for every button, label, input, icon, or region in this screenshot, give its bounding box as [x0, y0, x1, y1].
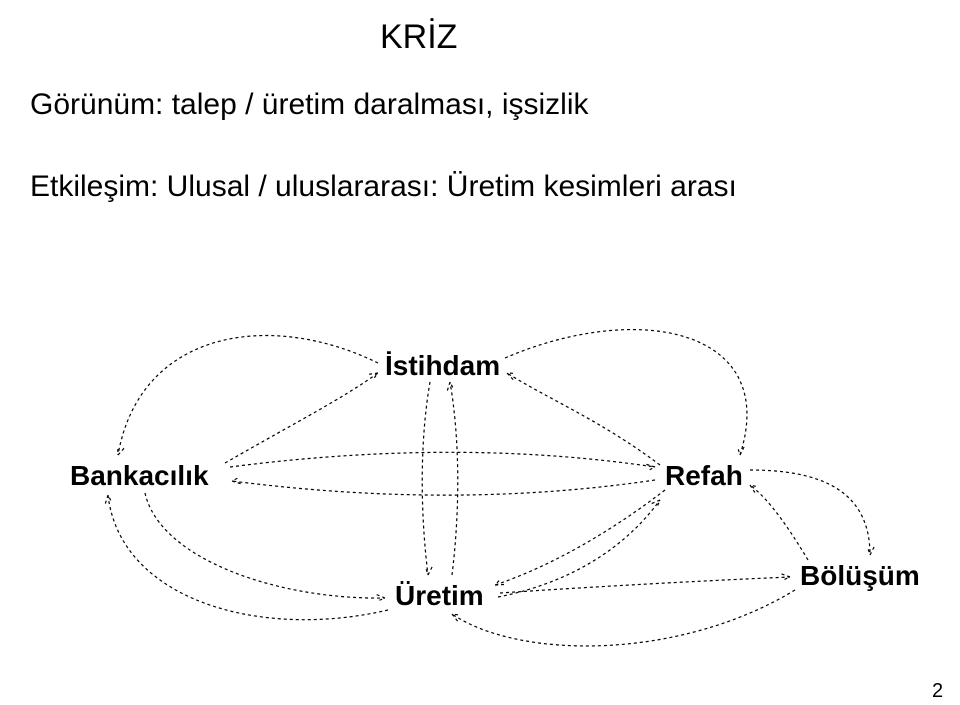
arrowhead-refah-bankacilik	[232, 477, 241, 484]
edge-refah-uretim	[495, 490, 665, 585]
diagram-stage: KRİZ Görünüm: talep / üretim daralması, …	[0, 0, 960, 705]
edge-bolusum-refah	[750, 485, 808, 560]
arrowhead-istihdam-refah	[737, 446, 744, 455]
arrowhead-bolusum-uretim	[452, 614, 461, 621]
edge-uretim-istihdam	[450, 382, 458, 575]
page-number: 2	[932, 680, 943, 703]
edge-refah-istihdam	[507, 373, 660, 465]
edge-refah-bolusum	[750, 470, 870, 555]
edge-uretim-bolusum	[500, 577, 790, 593]
edge-bankacilik-uretim	[145, 493, 385, 598]
arrowhead-istihdam-uretim	[425, 566, 432, 575]
arrowhead-bankacilik-refah	[646, 464, 655, 471]
edge-uretim-bankacilik	[108, 495, 388, 620]
edge-istihdam-uretim	[422, 382, 430, 575]
edge-bankacilik-refah	[230, 452, 655, 467]
arrowhead-refah-bolusum	[867, 546, 874, 555]
edge-istihdam-bankacilik	[118, 336, 378, 455]
edge-bolusum-uretim	[452, 590, 795, 646]
edge-bankacilik-istihdam	[225, 373, 378, 463]
arrowhead-refah-istihdam	[507, 373, 516, 380]
edges-layer	[0, 0, 960, 705]
arrowhead-uretim-refah	[652, 500, 660, 508]
edge-uretim-refah	[498, 500, 660, 597]
edge-refah-bankacilik	[232, 480, 655, 495]
